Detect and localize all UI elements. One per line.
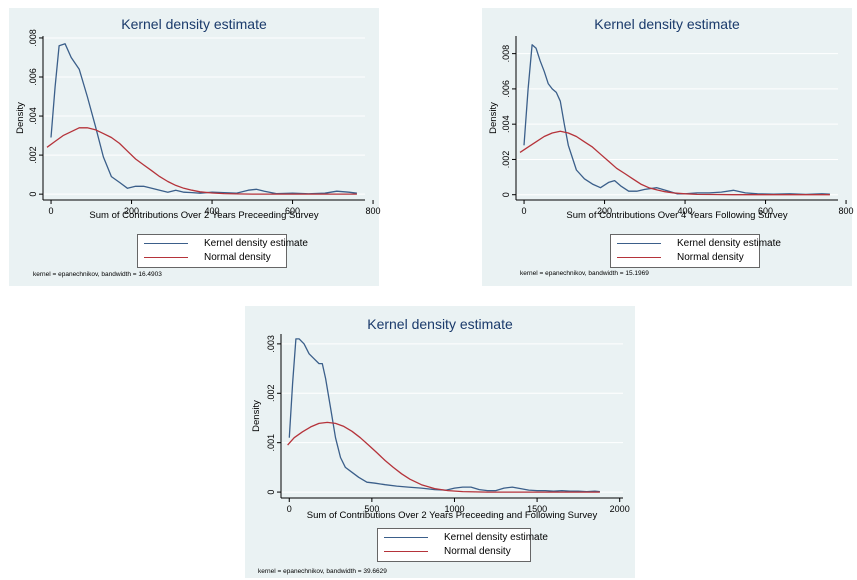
kernel-note: kernel = epanechnikov, bandwidth = 15.19…	[520, 270, 649, 277]
legend: Kernel density estimate Normal density	[377, 528, 548, 562]
y-axis-label: Density	[251, 400, 262, 432]
x-tick-label: 0	[287, 504, 292, 514]
x-tick-label: 500	[364, 504, 379, 514]
x-tick-label: 200	[597, 206, 612, 216]
y-tick-label: .004	[28, 107, 38, 125]
x-tick-label: 200	[124, 206, 139, 216]
legend-label-normal: Normal density	[444, 546, 511, 557]
legend-swatch-kde	[384, 537, 428, 538]
x-tick-label: 400	[205, 206, 220, 216]
plot-svg: 0 .001 .002 .003 0 500 1000 1500 2000 Sum of Cont…	[251, 334, 630, 521]
kde-line	[50, 43, 357, 195]
normal-density-line	[287, 421, 600, 493]
y-tick-label: .008	[28, 29, 38, 47]
plot-svg: 0 .002 .004 .006 .008 0 200 400 600 800 Sum of Con…	[488, 36, 854, 221]
chart-panel-2: Kernel density estimate 0 .002 .004 .006 .00…	[482, 8, 854, 286]
kernel-note: kernel = epanechnikov, bandwidth = 16.49…	[33, 271, 162, 278]
x-axis-label: Sum of Contributions Over 4 Years Follow…	[566, 210, 787, 221]
chart-title: Kernel density estimate	[594, 16, 740, 32]
legend-label-kde: Kernel density estimate	[444, 532, 548, 543]
legend-label-kde: Kernel density estimate	[204, 238, 308, 249]
chart-panel-3: Kernel density estimate 0 .001 .002 .003 0 50…	[245, 306, 635, 578]
legend-swatch-normal	[617, 257, 661, 258]
legend: Kernel density estimate Normal density	[610, 234, 781, 268]
chart-panel-1: Kernel density estimate 0 .002 .004 .006 .00…	[9, 8, 381, 286]
x-tick-label: 2000	[610, 504, 630, 514]
legend-swatch-normal	[144, 257, 188, 258]
y-tick-label: 0	[501, 192, 511, 197]
x-tick-label: 1500	[527, 504, 547, 514]
chart-title: Kernel density estimate	[121, 16, 267, 32]
y-tick-label: 0	[28, 192, 38, 197]
normal-density-line	[46, 127, 357, 195]
legend-swatch-kde	[617, 243, 661, 244]
x-axis-label: Sum of Contributions Over 2 Years Precee…	[89, 210, 318, 221]
x-tick-label: 600	[758, 206, 773, 216]
y-tick-label: 0	[266, 490, 276, 495]
x-tick-label: 800	[839, 206, 854, 216]
kde-line	[288, 338, 600, 493]
x-tick-label: 400	[678, 206, 693, 216]
x-tick-label: 0	[522, 206, 527, 216]
x-tick-label: 0	[49, 206, 54, 216]
y-axis-label: Density	[15, 102, 26, 134]
y-tick-label: .008	[501, 45, 511, 63]
chart-title: Kernel density estimate	[367, 316, 513, 332]
y-tick-label: .002	[501, 151, 511, 169]
y-tick-label: .002	[266, 385, 276, 403]
legend-label-normal: Normal density	[204, 252, 271, 263]
kernel-note: kernel = epanechnikov, bandwidth = 39.66…	[258, 568, 387, 575]
x-tick-label: 800	[366, 206, 381, 216]
y-tick-label: .002	[28, 146, 38, 164]
legend-label-kde: Kernel density estimate	[677, 238, 781, 249]
x-axis-label: Sum of Contributions Over 2 Years Precee…	[307, 510, 598, 521]
y-tick-label: .004	[501, 115, 511, 133]
kde-line	[523, 44, 830, 196]
normal-density-line	[519, 130, 830, 196]
x-tick-label: 1000	[444, 504, 464, 514]
legend: Kernel density estimate Normal density	[137, 234, 308, 268]
y-axis-label: Density	[488, 102, 499, 134]
legend-swatch-normal	[384, 551, 428, 552]
legend-label-normal: Normal density	[677, 252, 744, 263]
plot-svg: 0 .002 .004 .006 .008 0 200 400 600 800 Sum of Con…	[15, 29, 381, 221]
y-tick-label: .006	[28, 68, 38, 86]
x-tick-label: 600	[285, 206, 300, 216]
y-tick-label: .003	[266, 335, 276, 353]
y-tick-label: .001	[266, 434, 276, 452]
legend-swatch-kde	[144, 243, 188, 244]
y-tick-label: .006	[501, 80, 511, 98]
